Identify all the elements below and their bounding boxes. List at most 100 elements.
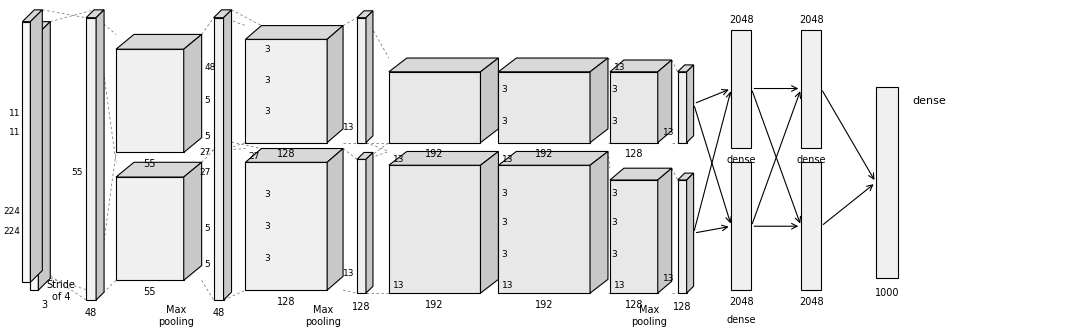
Polygon shape bbox=[23, 22, 30, 282]
Polygon shape bbox=[357, 11, 373, 18]
Text: 2048: 2048 bbox=[729, 15, 754, 25]
Polygon shape bbox=[677, 72, 687, 143]
Polygon shape bbox=[389, 165, 481, 293]
Polygon shape bbox=[327, 25, 343, 143]
Text: 2048: 2048 bbox=[799, 15, 823, 25]
Polygon shape bbox=[498, 152, 608, 165]
Polygon shape bbox=[677, 180, 687, 293]
Text: Max
pooling: Max pooling bbox=[306, 305, 341, 326]
Polygon shape bbox=[357, 153, 373, 159]
Text: dense: dense bbox=[796, 156, 826, 166]
Polygon shape bbox=[30, 33, 38, 290]
Polygon shape bbox=[610, 180, 658, 293]
Text: 13: 13 bbox=[342, 123, 354, 132]
Text: 3: 3 bbox=[611, 189, 617, 198]
Bar bbox=[876, 86, 897, 278]
Polygon shape bbox=[610, 168, 672, 180]
Text: 3: 3 bbox=[501, 250, 508, 259]
Polygon shape bbox=[327, 149, 343, 290]
Text: 3: 3 bbox=[265, 45, 270, 54]
Polygon shape bbox=[96, 10, 104, 300]
Polygon shape bbox=[245, 162, 327, 290]
Text: 128: 128 bbox=[352, 302, 370, 312]
Polygon shape bbox=[224, 10, 231, 300]
Bar bbox=[801, 162, 821, 290]
Polygon shape bbox=[214, 18, 224, 300]
Polygon shape bbox=[677, 65, 693, 72]
Polygon shape bbox=[610, 72, 658, 143]
Text: 5: 5 bbox=[204, 224, 211, 233]
Polygon shape bbox=[184, 162, 202, 280]
Text: 1000: 1000 bbox=[875, 288, 899, 298]
Text: 11: 11 bbox=[9, 109, 21, 118]
Text: 2048: 2048 bbox=[729, 297, 754, 307]
Text: 11: 11 bbox=[9, 128, 21, 137]
Polygon shape bbox=[30, 10, 42, 282]
Text: 128: 128 bbox=[673, 302, 691, 312]
Polygon shape bbox=[86, 10, 104, 18]
Text: 48: 48 bbox=[204, 63, 216, 72]
Text: 13: 13 bbox=[663, 274, 675, 283]
Text: 128: 128 bbox=[278, 149, 296, 160]
Text: 192: 192 bbox=[535, 300, 553, 310]
Text: 224: 224 bbox=[3, 227, 21, 236]
Text: Max
pooling: Max pooling bbox=[631, 305, 666, 326]
Text: 3: 3 bbox=[611, 250, 617, 259]
Text: 192: 192 bbox=[535, 149, 553, 160]
Polygon shape bbox=[389, 58, 498, 72]
Text: dense: dense bbox=[727, 156, 756, 166]
Text: 3: 3 bbox=[501, 218, 508, 227]
Text: 55: 55 bbox=[71, 167, 83, 177]
Polygon shape bbox=[116, 34, 202, 49]
Text: 192: 192 bbox=[426, 149, 444, 160]
Text: 27: 27 bbox=[199, 167, 211, 177]
Text: 3: 3 bbox=[501, 189, 508, 198]
Bar bbox=[731, 29, 752, 148]
Text: 3: 3 bbox=[265, 107, 270, 116]
Text: 5: 5 bbox=[204, 260, 211, 269]
Text: 13: 13 bbox=[502, 281, 514, 290]
Text: 5: 5 bbox=[204, 132, 211, 141]
Text: 55: 55 bbox=[144, 159, 157, 169]
Text: 3: 3 bbox=[501, 117, 508, 126]
Polygon shape bbox=[687, 173, 693, 293]
Text: 128: 128 bbox=[624, 149, 643, 160]
Bar bbox=[801, 29, 821, 148]
Polygon shape bbox=[245, 25, 343, 39]
Polygon shape bbox=[590, 58, 608, 143]
Polygon shape bbox=[30, 22, 51, 33]
Text: 3: 3 bbox=[41, 300, 48, 310]
Polygon shape bbox=[389, 72, 481, 143]
Polygon shape bbox=[116, 49, 184, 153]
Text: 3: 3 bbox=[265, 190, 270, 199]
Polygon shape bbox=[498, 58, 608, 72]
Polygon shape bbox=[86, 18, 96, 300]
Text: 224: 224 bbox=[3, 207, 21, 216]
Text: 13: 13 bbox=[613, 63, 625, 72]
Text: Stride
of 4: Stride of 4 bbox=[46, 280, 76, 302]
Polygon shape bbox=[245, 39, 327, 143]
Polygon shape bbox=[498, 72, 590, 143]
Polygon shape bbox=[38, 22, 51, 290]
Text: 3: 3 bbox=[611, 218, 617, 227]
Polygon shape bbox=[658, 168, 672, 293]
Text: 13: 13 bbox=[393, 281, 404, 290]
Text: 2048: 2048 bbox=[799, 297, 823, 307]
Text: 3: 3 bbox=[265, 76, 270, 85]
Text: 27: 27 bbox=[248, 152, 260, 161]
Text: 3: 3 bbox=[611, 85, 617, 94]
Text: 13: 13 bbox=[613, 281, 625, 290]
Polygon shape bbox=[687, 65, 693, 143]
Text: 13: 13 bbox=[393, 155, 404, 164]
Text: 13: 13 bbox=[663, 128, 675, 137]
Text: dense: dense bbox=[913, 96, 946, 106]
Text: 55: 55 bbox=[144, 287, 157, 297]
Bar bbox=[731, 162, 752, 290]
Text: dense: dense bbox=[727, 315, 756, 325]
Polygon shape bbox=[658, 60, 672, 143]
Polygon shape bbox=[245, 149, 343, 162]
Polygon shape bbox=[357, 159, 366, 293]
Text: 48: 48 bbox=[213, 308, 225, 318]
Text: 48: 48 bbox=[85, 308, 97, 318]
Polygon shape bbox=[481, 58, 498, 143]
